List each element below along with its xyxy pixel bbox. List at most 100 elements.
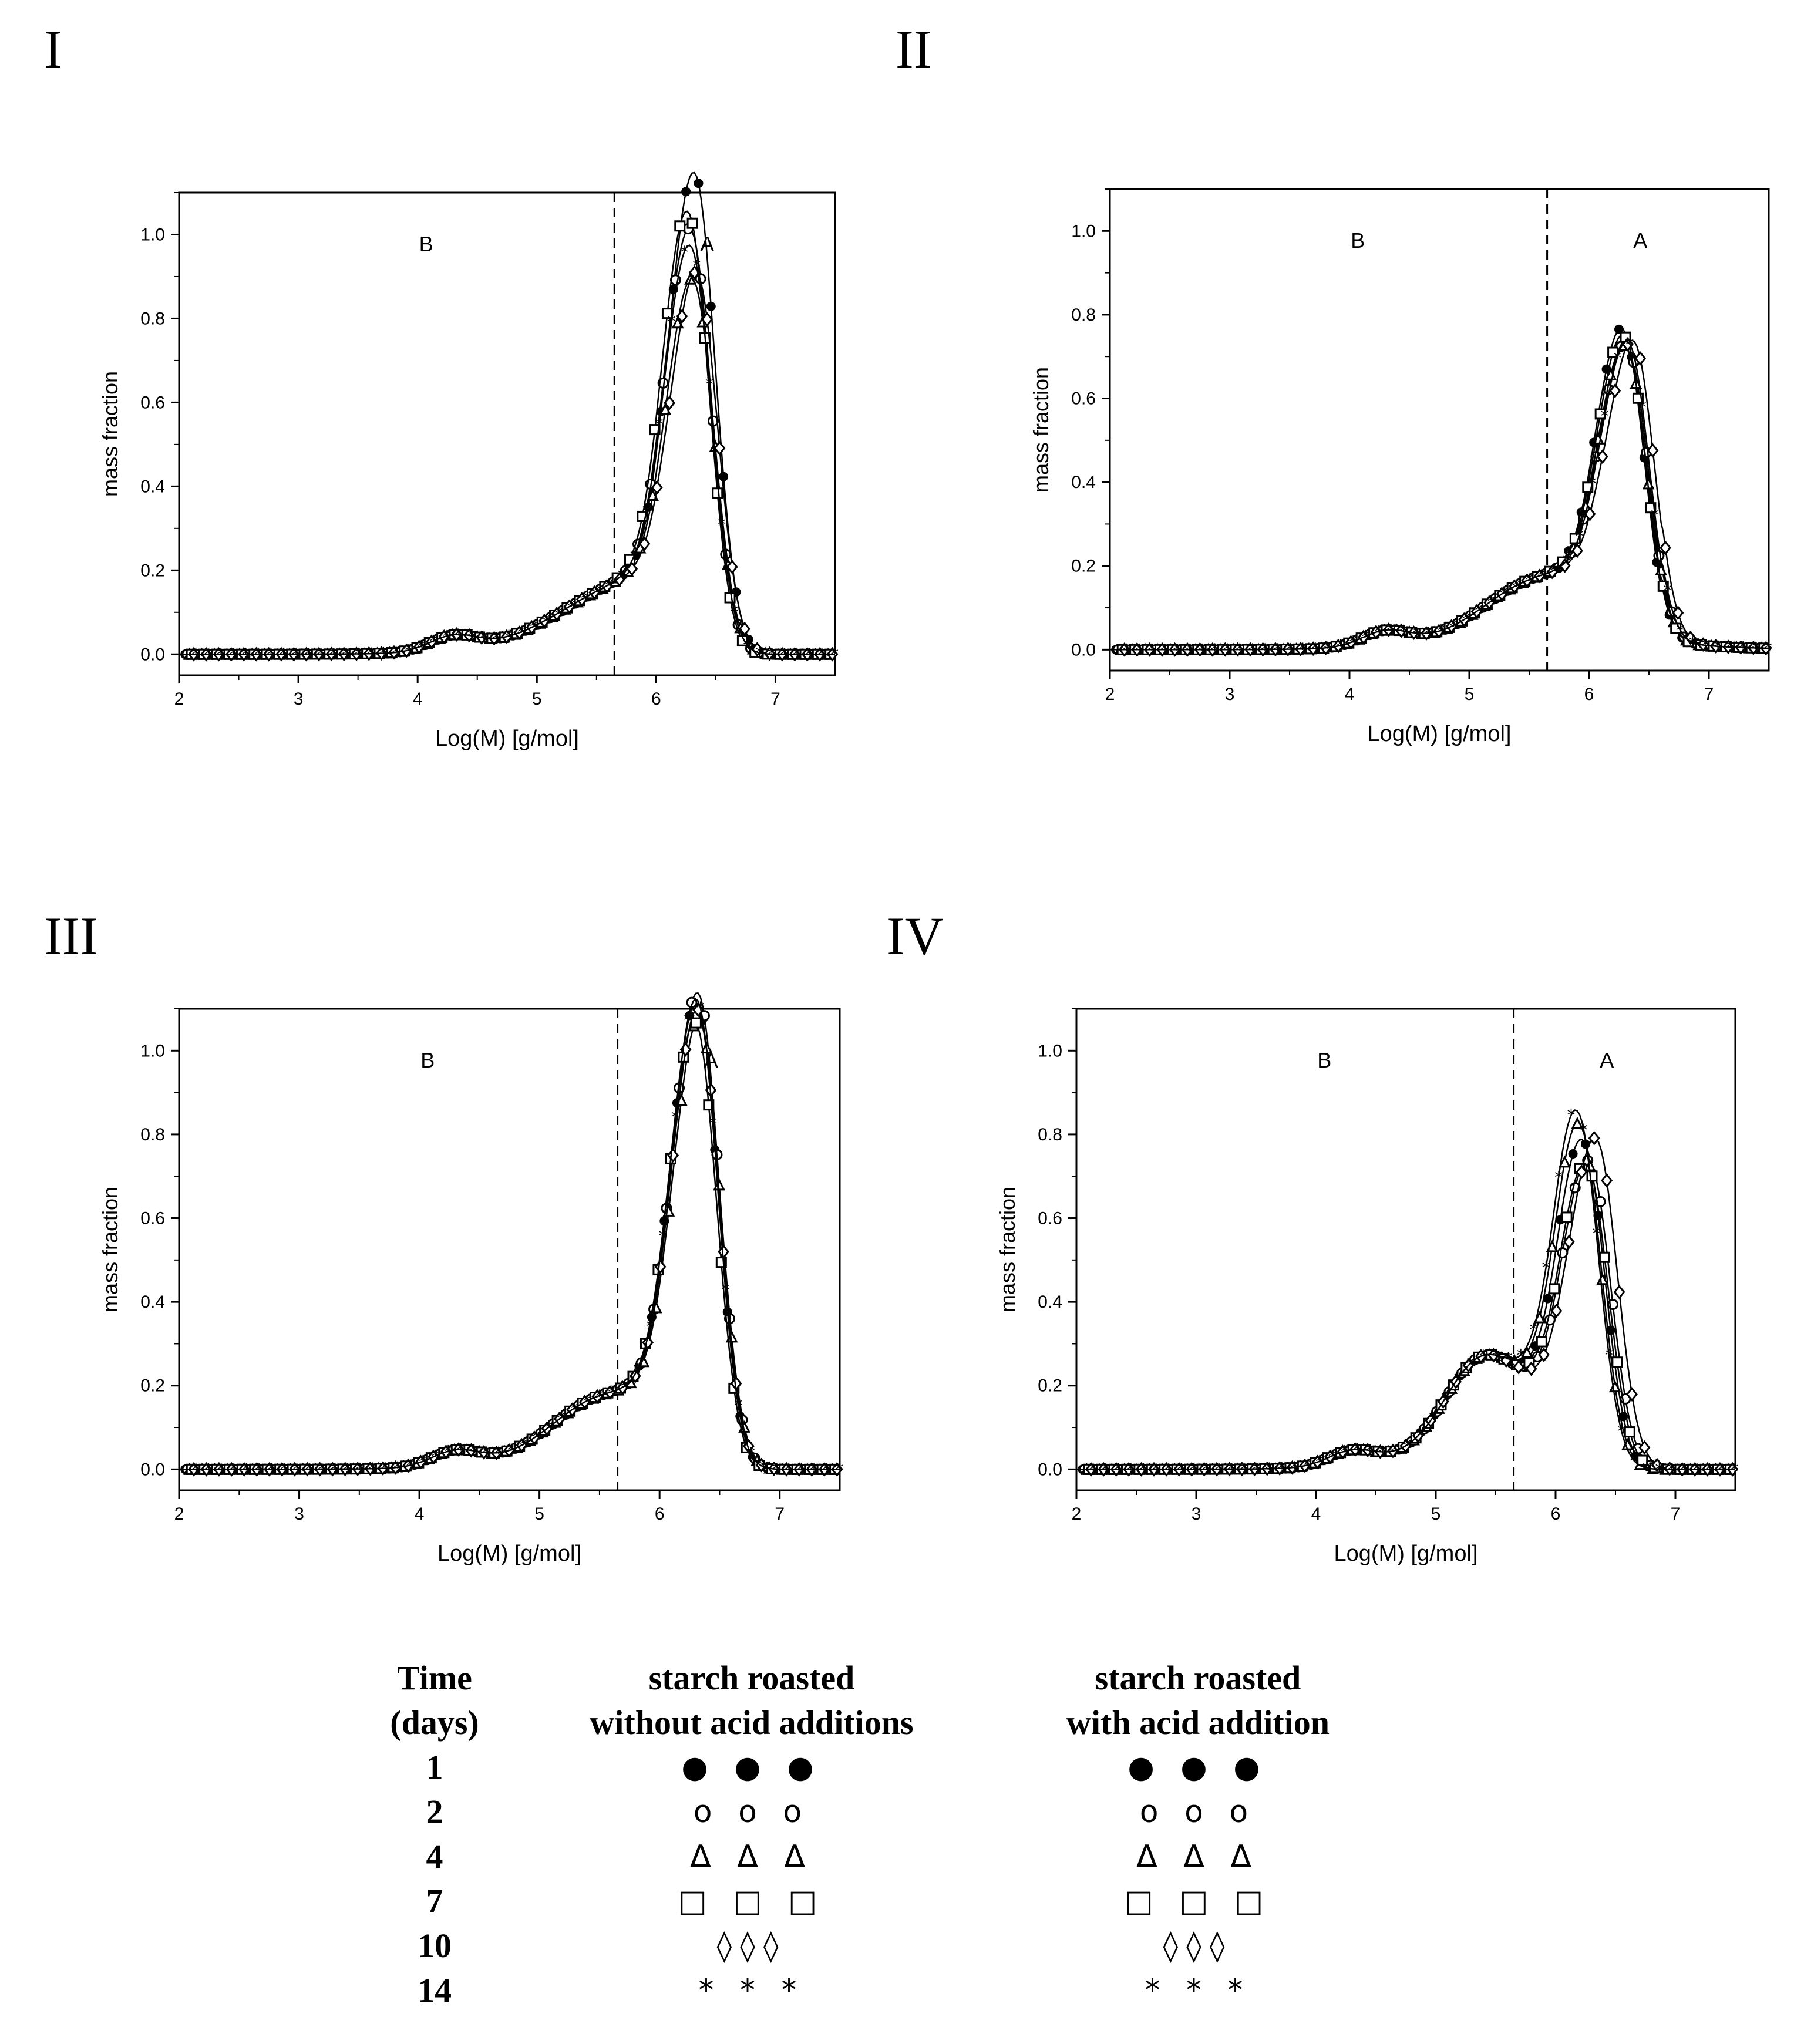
y-tick-label: 1.0 — [1071, 221, 1096, 241]
data-point: * — [747, 1444, 755, 1464]
data-point: * — [1625, 335, 1634, 354]
legend-row: 1 ● ● ● ● ● ● — [426, 1748, 1268, 1786]
data-point: * — [718, 515, 726, 534]
data-point: * — [1655, 1460, 1663, 1479]
data-point: * — [1353, 1440, 1361, 1459]
data-point: * — [1688, 633, 1697, 652]
panel-label-III: III — [44, 906, 98, 966]
data-point: * — [1550, 561, 1559, 580]
data-point: * — [658, 1226, 667, 1245]
data-point: * — [671, 1107, 679, 1127]
plot-frame — [178, 1008, 841, 1491]
data-point: * — [229, 645, 237, 664]
series-day-14: ****************************************… — [1076, 1106, 1739, 1479]
data-point: * — [204, 1460, 213, 1479]
data-point — [1672, 605, 1684, 621]
data-point: * — [520, 1434, 528, 1454]
data-point: * — [343, 1460, 351, 1479]
data-point: * — [1337, 636, 1345, 655]
data-point: * — [1529, 1320, 1537, 1339]
x-tick-label: 3 — [1225, 685, 1235, 704]
data-point: * — [1425, 624, 1433, 643]
data-point: * — [608, 1382, 616, 1402]
data-point: * — [543, 610, 551, 629]
data-point — [1660, 540, 1671, 555]
y-tick-label: 0.8 — [140, 1125, 165, 1144]
series-day-7 — [1076, 1163, 1736, 1475]
data-point: * — [1525, 570, 1533, 590]
data-point — [1536, 1336, 1547, 1348]
data-point: * — [1504, 1349, 1512, 1368]
data-point: * — [793, 645, 801, 664]
data-point: * — [1378, 1442, 1386, 1462]
data-point: * — [480, 628, 488, 648]
data-point: * — [1303, 1456, 1311, 1475]
x-tick-label: 2 — [174, 1504, 184, 1524]
y-tick-label: 0.0 — [140, 645, 165, 664]
data-point: * — [1454, 1369, 1462, 1389]
data-point: * — [1731, 1460, 1739, 1479]
y-tick-label: 1.0 — [140, 225, 165, 244]
data-point: * — [1492, 1346, 1500, 1365]
data-point — [1684, 630, 1697, 645]
data-point: * — [381, 1459, 389, 1479]
data-point: * — [392, 643, 400, 662]
series-line — [1076, 1163, 1735, 1470]
data-point: * — [530, 617, 538, 637]
data-point — [1559, 1155, 1571, 1168]
region-label-B: B — [1317, 1048, 1331, 1072]
y-tick-label: 0.2 — [140, 561, 165, 580]
data-point: * — [668, 312, 676, 331]
data-point: * — [555, 603, 563, 622]
data-point: * — [1311, 639, 1320, 659]
data-point — [1637, 1454, 1648, 1466]
y-axis-label: mass fraction — [995, 1187, 1019, 1312]
data-point: * — [1517, 1345, 1525, 1365]
data-point: * — [1513, 576, 1521, 595]
data-point: * — [1227, 1460, 1236, 1479]
data-point: * — [507, 1440, 516, 1460]
data-point: * — [593, 582, 601, 601]
data-point: * — [1676, 621, 1684, 640]
data-point: * — [292, 1460, 301, 1479]
data-point: * — [1429, 1408, 1437, 1427]
data-point — [659, 402, 672, 415]
series-line — [179, 272, 835, 655]
data-point: * — [696, 998, 705, 1018]
y-tick-label: 0.6 — [140, 1209, 165, 1228]
data-point: * — [1404, 1435, 1412, 1454]
data-point: * — [709, 1114, 717, 1133]
data-point: * — [1215, 1460, 1223, 1479]
data-point: * — [367, 644, 375, 664]
plot-frame — [178, 191, 836, 676]
data-point: * — [430, 631, 438, 651]
y-axis-label: mass fraction — [1029, 367, 1053, 493]
data-point: * — [406, 1456, 415, 1475]
data-point: * — [1542, 1258, 1550, 1277]
data-point: * — [342, 645, 350, 664]
x-tick-label: 7 — [775, 1504, 785, 1524]
data-point: * — [1253, 1460, 1261, 1479]
data-point: * — [1240, 1460, 1248, 1479]
data-point — [1601, 1173, 1613, 1188]
data-point: * — [1605, 1346, 1613, 1365]
data-point: * — [692, 257, 701, 276]
x-axis-label: Log(M) [g/mol] — [1334, 1541, 1478, 1566]
data-point: * — [830, 645, 839, 664]
data-point: * — [545, 1417, 553, 1437]
data-point: * — [1705, 1460, 1714, 1479]
data-point — [1543, 1294, 1553, 1304]
data-point: * — [1349, 632, 1357, 652]
data-point: * — [405, 641, 413, 660]
data-point: * — [1198, 640, 1206, 659]
data-point: * — [1693, 1460, 1701, 1479]
y-tick-label: 0.6 — [140, 393, 165, 412]
data-point: * — [1135, 640, 1143, 659]
data-point: * — [494, 1443, 503, 1463]
data-point: * — [1298, 639, 1307, 659]
data-point: * — [492, 629, 500, 648]
data-point — [1638, 1440, 1651, 1455]
y-tick-label: 0.6 — [1038, 1209, 1062, 1228]
data-point — [1596, 1272, 1609, 1285]
